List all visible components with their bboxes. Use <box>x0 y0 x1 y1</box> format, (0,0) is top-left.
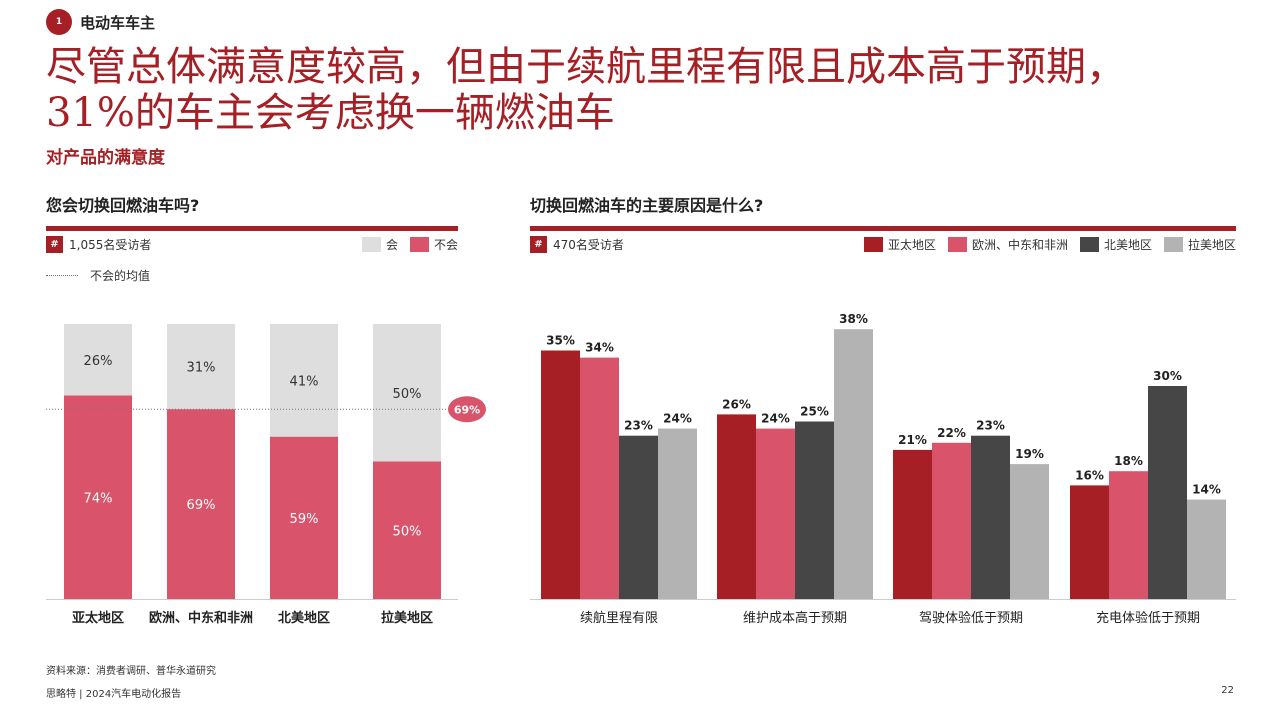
label-no-3: 50% <box>393 524 422 539</box>
footer-source: 资料来源：消费者调研、普华永道研究 <box>46 666 216 677</box>
category-label-3: 拉美地区 <box>381 610 433 626</box>
category-label-0: 亚太地区 <box>72 610 124 626</box>
average-badge-label: 69% <box>454 403 480 416</box>
label-no-1: 69% <box>187 498 216 513</box>
bar-yes-2 <box>270 324 338 437</box>
right-panel-title: 切换回燃油车的主要原因是什么? <box>530 196 764 215</box>
legend-swatch-emea <box>947 237 967 252</box>
left-respondents-count: 1,055名受访者 <box>69 238 152 252</box>
legend-swatch-yes <box>361 237 381 252</box>
legend-item-no: 不会 <box>409 236 458 253</box>
category-label-1: 欧洲、中东和非洲 <box>149 610 253 626</box>
section-label: 电动车车主 <box>80 13 156 32</box>
page-headline: 尽管总体满意度较高，但由于续航里程有限且成本高于预期， 31%的车主会考虑换一辆… <box>46 44 1246 136</box>
legend-item-yes: 会 <box>361 236 398 253</box>
label-no-2: 59% <box>290 512 319 527</box>
legend-label-yes: 会 <box>385 238 398 252</box>
legend-label-na: 北美地区 <box>1103 238 1152 252</box>
category-label-2: 北美地区 <box>278 610 330 626</box>
left-respondents: # 1,055名受访者 <box>46 236 151 253</box>
average-legend: 不会的均值 <box>46 267 150 284</box>
legend-swatch-na <box>1079 237 1099 252</box>
label-yes-1: 31% <box>187 361 216 376</box>
average-legend-label: 不会的均值 <box>90 269 151 283</box>
hash-icon: # <box>46 236 63 253</box>
page-number: 22 <box>1221 685 1234 696</box>
bar-yes-1 <box>167 324 235 410</box>
legend-swatch-apac <box>863 237 883 252</box>
legend-swatch-latam <box>1163 237 1183 252</box>
legend-swatch-no <box>409 237 429 252</box>
legend-label-emea: 欧洲、中东和非洲 <box>971 238 1068 252</box>
section-number-badge: 1 <box>46 9 72 35</box>
page-subhead: 对产品的满意度 <box>46 148 165 168</box>
average-badge <box>448 396 486 423</box>
footer-brand: 思略特 | 2024汽车电动化报告 <box>46 689 182 700</box>
section-tag: 1 电动车车主 <box>46 9 155 35</box>
headline-line-2: 31%的车主会考虑换一辆燃油车 <box>46 90 615 136</box>
legend-label-latam: 拉美地区 <box>1187 238 1236 252</box>
legend-item-emea: 欧洲、中东和非洲 <box>947 236 1068 253</box>
right-panel-rule <box>530 226 1236 231</box>
bar-yes-0 <box>64 324 132 396</box>
label-no-0: 74% <box>84 491 113 506</box>
left-panel-title: 您会切换回燃油车吗? <box>46 196 200 215</box>
left-panel-rule <box>46 226 458 231</box>
legend-label-no: 不会 <box>433 238 458 252</box>
right-respondents-count: 470名受访者 <box>553 238 624 252</box>
hash-icon: # <box>530 236 547 253</box>
bar-no-1 <box>167 409 235 599</box>
legend-label-apac: 亚太地区 <box>887 238 936 252</box>
label-yes-3: 50% <box>393 387 422 402</box>
legend-item-apac: 亚太地区 <box>863 236 936 253</box>
legend-item-latam: 拉美地区 <box>1163 236 1236 253</box>
bar-yes-3 <box>373 324 441 462</box>
right-legend: 亚太地区 欧洲、中东和非洲 北美地区 拉美地区 <box>863 236 1236 253</box>
right-respondents: # 470名受访者 <box>530 236 624 253</box>
bar-no-3 <box>373 461 441 599</box>
legend-item-na: 北美地区 <box>1079 236 1152 253</box>
left-legend: 会 不会 <box>361 236 458 253</box>
label-yes-2: 41% <box>290 374 319 389</box>
bar-no-2 <box>270 436 338 599</box>
bar-no-0 <box>64 395 132 599</box>
average-line-sample <box>46 275 78 276</box>
headline-line-1: 尽管总体满意度较高，但由于续航里程有限且成本高于预期， <box>46 44 1126 90</box>
label-yes-0: 26% <box>84 354 113 369</box>
